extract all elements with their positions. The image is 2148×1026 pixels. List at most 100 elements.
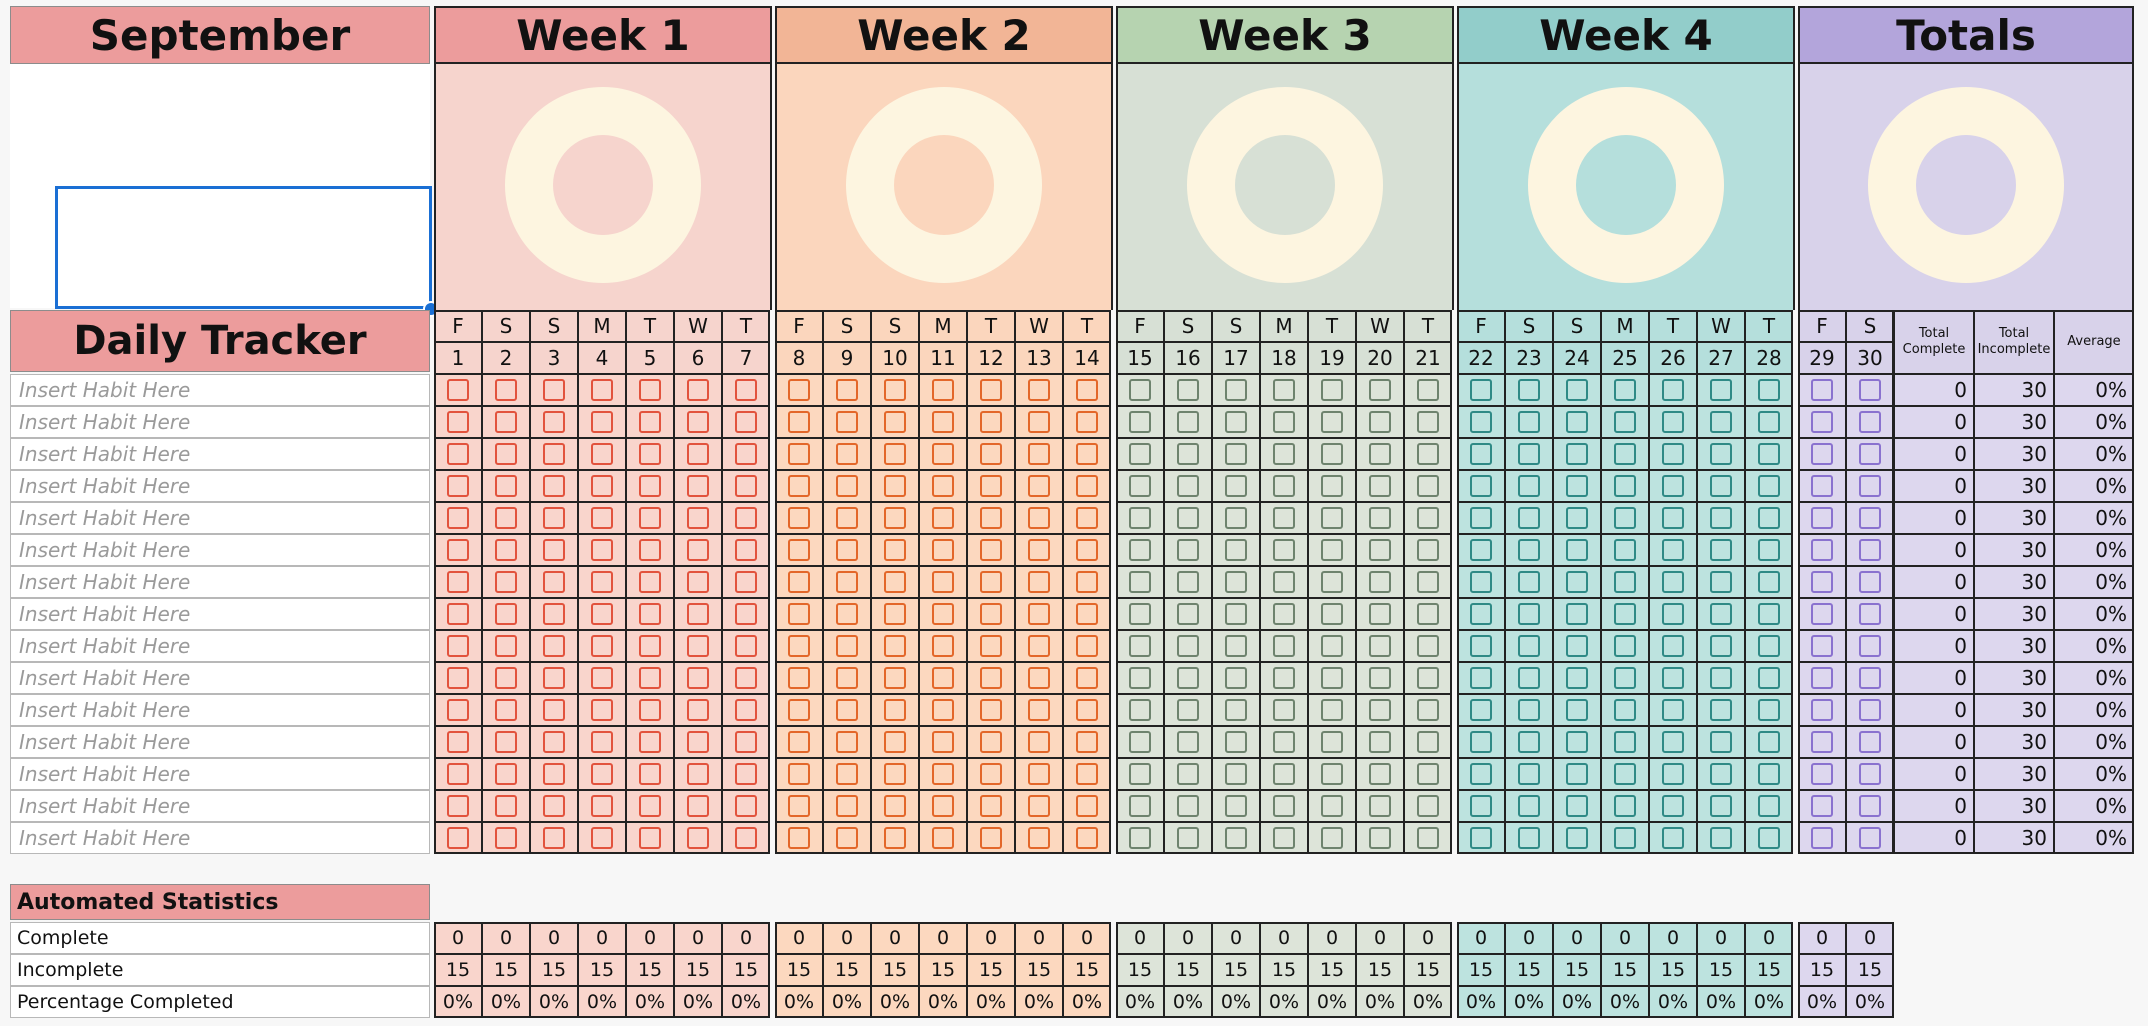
habit-checkbox[interactable] [543,507,565,529]
habit-checkbox[interactable] [884,379,906,401]
habit-checkbox[interactable] [932,507,954,529]
habit-checkbox[interactable] [447,635,469,657]
habit-checkbox[interactable] [591,635,613,657]
habit-checkbox[interactable] [447,379,469,401]
habit-checkbox[interactable] [543,475,565,497]
habit-checkbox[interactable] [639,571,661,593]
habit-checkbox[interactable] [543,667,565,689]
habit-checkbox[interactable] [884,571,906,593]
habit-checkbox[interactable] [932,699,954,721]
habit-checkbox[interactable] [591,795,613,817]
habit-checkbox[interactable] [788,667,810,689]
habit-checkbox[interactable] [447,603,469,625]
habit-checkbox[interactable] [735,603,757,625]
habit-checkbox[interactable] [543,763,565,785]
habit-checkbox[interactable] [447,475,469,497]
habit-checkbox[interactable] [836,795,858,817]
habit-checkbox[interactable] [788,507,810,529]
habit-checkbox[interactable] [687,571,709,593]
habit-checkbox[interactable] [884,699,906,721]
habit-checkbox[interactable] [591,763,613,785]
habit-checkbox[interactable] [639,699,661,721]
habit-name-cell[interactable]: Insert Habit Here [10,694,430,726]
habit-checkbox[interactable] [495,443,517,465]
habit-checkbox[interactable] [836,443,858,465]
habit-checkbox[interactable] [591,475,613,497]
habit-checkbox[interactable] [836,699,858,721]
habit-checkbox[interactable] [884,827,906,849]
habit-checkbox[interactable] [447,411,469,433]
habit-checkbox[interactable] [495,763,517,785]
habit-checkbox[interactable] [591,571,613,593]
habit-checkbox[interactable] [735,763,757,785]
habit-name-cell[interactable]: Insert Habit Here [10,598,430,630]
habit-checkbox[interactable] [639,475,661,497]
habit-checkbox[interactable] [687,603,709,625]
habit-checkbox[interactable] [495,795,517,817]
habit-name-cell[interactable]: Insert Habit Here [10,758,430,790]
habit-checkbox[interactable] [639,635,661,657]
habit-checkbox[interactable] [639,795,661,817]
habit-checkbox[interactable] [836,571,858,593]
habit-checkbox[interactable] [591,699,613,721]
habit-checkbox[interactable] [495,411,517,433]
habit-checkbox[interactable] [788,571,810,593]
habit-checkbox[interactable] [591,667,613,689]
habit-checkbox[interactable] [543,635,565,657]
habit-checkbox[interactable] [495,731,517,753]
habit-checkbox[interactable] [932,411,954,433]
habit-checkbox[interactable] [495,699,517,721]
habit-checkbox[interactable] [836,507,858,529]
habit-name-cell[interactable]: Insert Habit Here [10,790,430,822]
habit-checkbox[interactable] [591,411,613,433]
habit-checkbox[interactable] [591,731,613,753]
habit-checkbox[interactable] [932,667,954,689]
habit-checkbox[interactable] [687,539,709,561]
habit-checkbox[interactable] [495,667,517,689]
habit-checkbox[interactable] [447,443,469,465]
habit-checkbox[interactable] [788,411,810,433]
habit-checkbox[interactable] [639,603,661,625]
habit-checkbox[interactable] [495,507,517,529]
habit-checkbox[interactable] [639,731,661,753]
habit-checkbox[interactable] [687,763,709,785]
habit-checkbox[interactable] [447,795,469,817]
habit-checkbox[interactable] [447,763,469,785]
habit-checkbox[interactable] [447,571,469,593]
habit-checkbox[interactable] [687,827,709,849]
habit-checkbox[interactable] [639,827,661,849]
habit-checkbox[interactable] [788,763,810,785]
habit-checkbox[interactable] [543,827,565,849]
habit-checkbox[interactable] [884,539,906,561]
habit-checkbox[interactable] [687,699,709,721]
habit-checkbox[interactable] [543,795,565,817]
habit-checkbox[interactable] [932,635,954,657]
habit-checkbox[interactable] [543,379,565,401]
habit-checkbox[interactable] [788,827,810,849]
habit-checkbox[interactable] [788,475,810,497]
selected-cell[interactable] [55,186,432,309]
habit-checkbox[interactable] [495,603,517,625]
habit-checkbox[interactable] [884,763,906,785]
habit-checkbox[interactable] [687,667,709,689]
habit-checkbox[interactable] [543,603,565,625]
habit-checkbox[interactable] [788,699,810,721]
habit-checkbox[interactable] [932,571,954,593]
habit-checkbox[interactable] [788,539,810,561]
habit-checkbox[interactable] [447,667,469,689]
habit-checkbox[interactable] [687,507,709,529]
habit-checkbox[interactable] [495,539,517,561]
habit-checkbox[interactable] [836,635,858,657]
habit-checkbox[interactable] [932,475,954,497]
habit-checkbox[interactable] [687,411,709,433]
habit-checkbox[interactable] [639,539,661,561]
habit-checkbox[interactable] [687,379,709,401]
habit-checkbox[interactable] [836,731,858,753]
habit-checkbox[interactable] [836,539,858,561]
habit-checkbox[interactable] [932,731,954,753]
habit-checkbox[interactable] [639,667,661,689]
habit-name-cell[interactable]: Insert Habit Here [10,726,430,758]
habit-checkbox[interactable] [543,731,565,753]
habit-checkbox[interactable] [687,443,709,465]
habit-checkbox[interactable] [884,603,906,625]
